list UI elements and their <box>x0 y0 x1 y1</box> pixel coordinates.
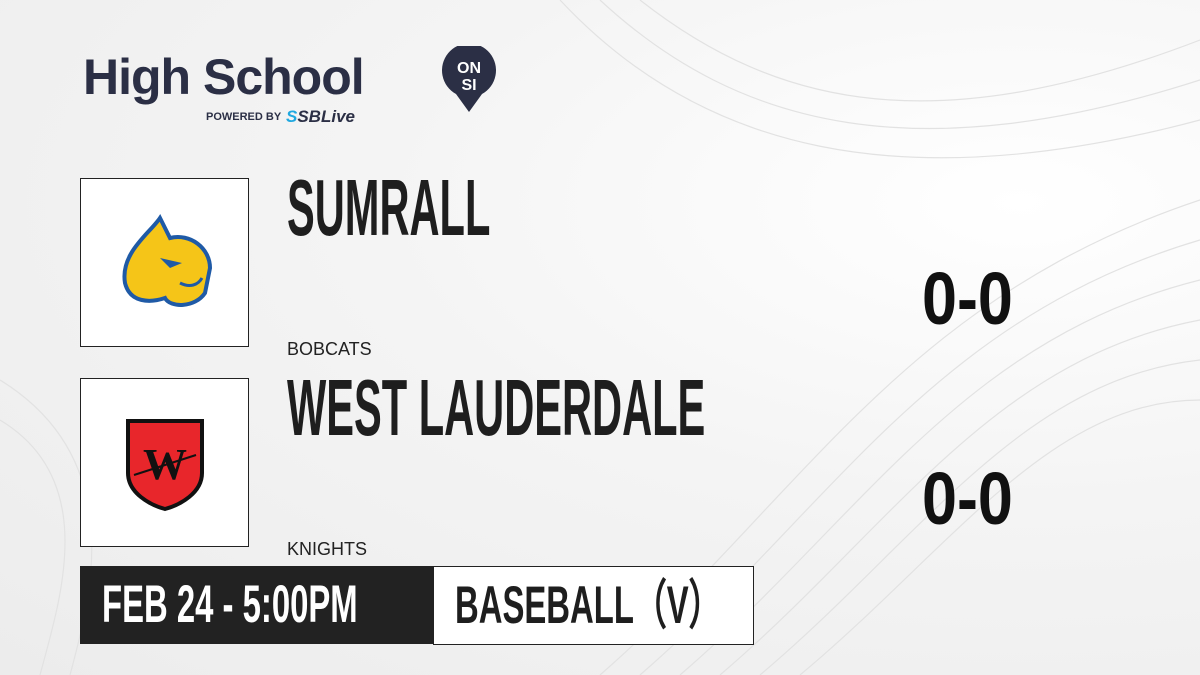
team-mascot: KNIGHTS <box>287 539 368 559</box>
sport-box: BASEBALL（V） <box>433 566 754 645</box>
brand-title: High School <box>83 49 365 105</box>
powered-by-label: POWERED BY <box>206 111 282 123</box>
game-datetime: FEB 24 - 5:00PM <box>102 575 358 634</box>
knight-shield-logo-icon: W <box>125 418 204 511</box>
team-name: SUMRALL <box>287 163 491 252</box>
team-logo-box <box>80 178 249 347</box>
sblive-logo: SSBLive <box>286 107 355 127</box>
team-mascot: BOBCATS <box>287 339 372 359</box>
game-datetime-box: FEB 24 - 5:00PM <box>80 566 433 644</box>
game-sport: BASEBALL（V） <box>455 576 722 635</box>
team-score: 0-0 <box>922 457 1013 540</box>
badge-bottom: SI <box>461 77 476 94</box>
bobcat-logo-icon <box>121 213 212 307</box>
team-score: 0-0 <box>922 257 1013 340</box>
on-si-pin-icon: ON SI <box>442 46 496 112</box>
badge-top: ON <box>457 60 481 77</box>
team-logo-box: W <box>80 378 249 547</box>
sblive-text: SBLive <box>297 107 355 126</box>
sblive-mark: S <box>286 107 298 126</box>
team-name: WEST LAUDERDALE <box>287 363 706 452</box>
